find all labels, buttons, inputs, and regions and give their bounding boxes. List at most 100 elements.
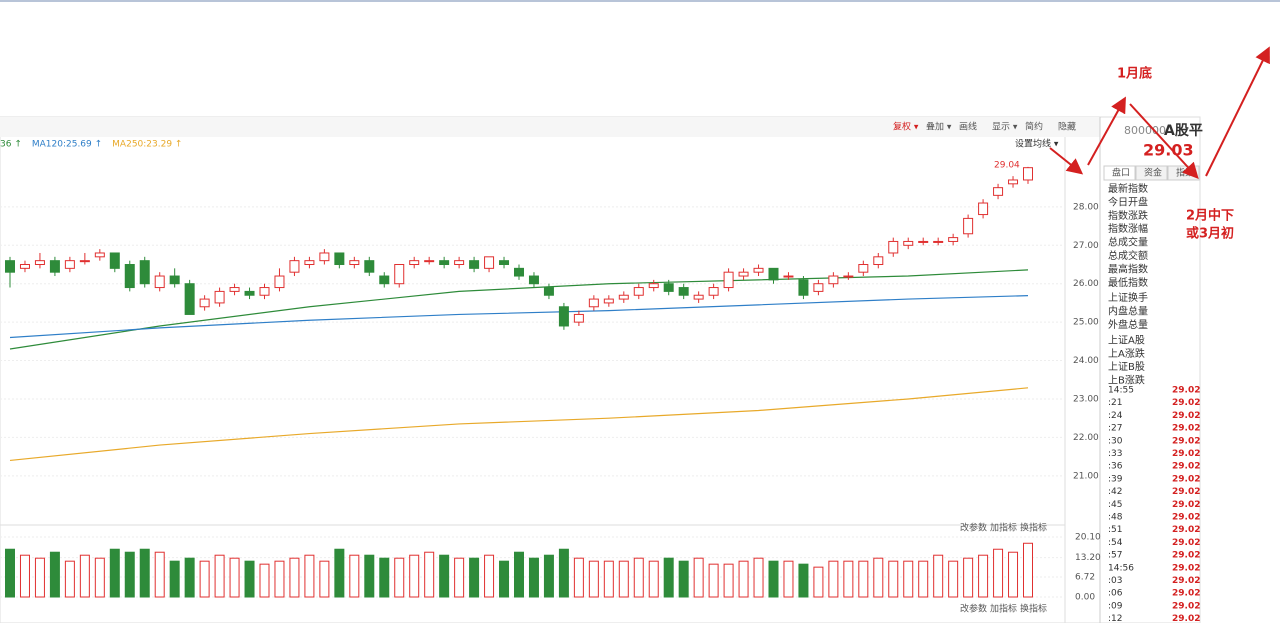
candle-body (948, 237, 959, 242)
volume-bar (5, 548, 15, 598)
toolbar-button[interactable]: 画线 (959, 121, 977, 133)
candle-body (154, 275, 165, 289)
volume-bar (469, 557, 480, 598)
tick-price: 29.02 (1172, 386, 1200, 396)
volume-bar (184, 557, 195, 598)
candle-body (528, 275, 539, 285)
volume-bar (663, 557, 674, 598)
volume-tick-label: 0.00 (1075, 593, 1095, 603)
candle-body (1023, 167, 1033, 181)
candle-body (723, 271, 734, 289)
candle-body (978, 202, 989, 216)
candle-body (798, 279, 809, 296)
volume-bar (648, 560, 659, 598)
candle-body (259, 287, 270, 296)
candle-body (424, 260, 435, 263)
ma-line (9, 387, 1029, 462)
tick-time: :48 (1108, 513, 1123, 523)
stock-price: 29.03 (1143, 141, 1194, 160)
y-tick-label: 26.00 (1073, 279, 1099, 289)
volume-bar (94, 557, 105, 598)
indicator-button[interactable]: 换指标 (1020, 603, 1047, 615)
volume-tick-label: 20.10 (1075, 533, 1101, 543)
candle-body (19, 264, 30, 269)
volume-bar (618, 560, 629, 598)
indicator-button[interactable]: 换指标 (1020, 522, 1047, 534)
toolbar-button[interactable]: 简约 (1025, 121, 1043, 133)
volume-bar (1023, 542, 1033, 598)
tab[interactable] (1103, 165, 1136, 181)
tick-price: 29.02 (1172, 462, 1200, 472)
toolbar-button[interactable]: 复权 ▾ (893, 121, 919, 133)
tab-label[interactable]: 指数 (1176, 167, 1194, 179)
volume-bar (424, 551, 435, 598)
candle-body (873, 256, 884, 266)
candle-body (379, 275, 390, 285)
candle-body (454, 260, 465, 266)
candle-body (349, 260, 360, 266)
tick-price: 29.02 (1172, 487, 1200, 497)
candle-body (903, 240, 914, 246)
volume-bar (528, 557, 539, 598)
tick-time: :03 (1108, 576, 1122, 586)
candle-body (319, 252, 330, 262)
candle-body (558, 306, 569, 327)
candle-body (124, 264, 135, 289)
tick-time: 14:56 (1108, 563, 1134, 573)
toolbar-button[interactable]: 显示 ▾ (992, 122, 1018, 133)
volume-bar (708, 563, 719, 598)
volume-bar (169, 560, 180, 598)
toolbar-button[interactable]: 叠加 ▾ (926, 122, 952, 133)
volume-bar (79, 554, 90, 598)
ma-legend: 36 ↑ (0, 140, 22, 150)
tick-time: :24 (1108, 411, 1123, 421)
volume-bar (588, 560, 599, 598)
tab-label[interactable]: 资金 (1144, 167, 1162, 179)
tick-price: 29.02 (1172, 398, 1200, 408)
tick-time: :36 (1108, 462, 1123, 472)
candle-body (663, 283, 674, 292)
field-label: 指数涨跌 (1108, 209, 1148, 222)
toolbar-button[interactable]: 隐藏 (1058, 121, 1076, 133)
ma-settings[interactable]: 设置均线 ▾ (1015, 138, 1059, 150)
volume-bar (109, 548, 120, 598)
tick-price: 29.02 (1172, 500, 1200, 510)
volume-bar (858, 560, 869, 598)
candle-body (738, 271, 749, 277)
candle-body (693, 294, 704, 300)
candle-body (933, 240, 944, 243)
volume-bar (304, 554, 315, 598)
field-label: 最高指数 (1108, 262, 1148, 275)
tick-price: 29.02 (1172, 538, 1200, 548)
tick-price: 29.02 (1172, 563, 1200, 573)
field-label: 内盘总量 (1108, 305, 1148, 318)
tab[interactable] (1135, 165, 1168, 181)
app-frame (0, 116, 1201, 623)
candle-body (783, 275, 794, 278)
tick-time: :09 (1108, 601, 1123, 611)
tab-label[interactable]: 盘口 (1112, 167, 1130, 179)
candle-body (79, 260, 90, 263)
candle-body (469, 260, 480, 269)
y-tick-label: 22.00 (1073, 433, 1099, 443)
field-label: 今日开盘 (1108, 195, 1148, 208)
volume-bar (49, 551, 60, 598)
volume-bar (199, 560, 210, 598)
candle-body (843, 275, 854, 278)
indicator-button[interactable]: 加指标 (990, 603, 1017, 615)
volume-bar (978, 554, 989, 598)
indicator-button[interactable]: 改参数 (960, 522, 987, 534)
candle-body (439, 260, 450, 266)
candle-body (409, 260, 420, 266)
field-label: 上B涨跌 (1108, 374, 1145, 387)
indicator-button[interactable]: 改参数 (960, 603, 987, 615)
candle-body (499, 260, 510, 266)
candle-body (169, 275, 180, 285)
annotation: 2月中下 (1186, 208, 1234, 224)
tick-time: 14:55 (1108, 386, 1134, 396)
volume-bar (124, 551, 135, 598)
tick-time: :45 (1108, 500, 1122, 510)
indicator-button[interactable]: 加指标 (990, 522, 1017, 534)
volume-bar (139, 548, 150, 598)
ma-legend: MA250:23.29 ↑ (112, 140, 182, 150)
